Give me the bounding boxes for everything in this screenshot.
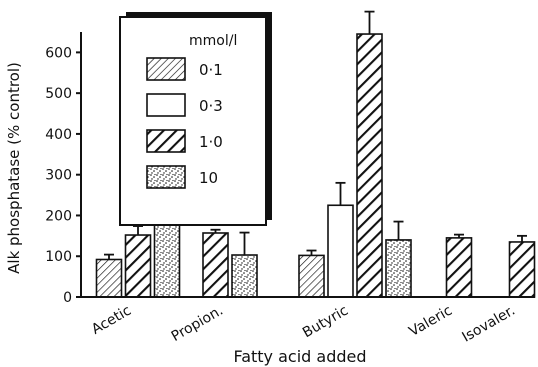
bar-propion-10 <box>202 232 229 298</box>
y-tick-label-100: 100 <box>45 249 72 265</box>
legend-label-2: 1·0 <box>199 133 223 151</box>
bar-acetic-10 <box>153 222 181 298</box>
category-label-2: Butyric <box>300 303 351 342</box>
y-tick-label-500: 500 <box>45 86 72 102</box>
category-label-4: Isovaler. <box>460 303 518 346</box>
x-axis-categories: Acetic Propion. Butyric Valeric Isovaler. <box>89 303 518 346</box>
legend: mmol/l 0·1 0·3 1·0 10 <box>119 12 272 226</box>
bar-isovaler-10 <box>508 241 536 298</box>
y-tick-label-400: 400 <box>45 127 72 143</box>
legend-box <box>119 16 267 226</box>
y-axis-label: Alk phosphatase (% control) <box>5 62 23 274</box>
bar-valeric-10 <box>445 237 473 298</box>
legend-swatch-3 <box>146 165 186 189</box>
legend-title: mmol/l <box>189 33 237 49</box>
legend-label-0: 0·1 <box>199 61 223 79</box>
x-axis-label: Fatty acid added <box>233 347 366 366</box>
bar-butyric-01 <box>298 254 325 298</box>
y-axis: 0 100 200 300 400 500 600 <box>45 45 81 306</box>
y-tick-label-200: 200 <box>45 208 72 224</box>
y-tick-label-300: 300 <box>45 168 72 184</box>
category-label-0: Acetic <box>89 303 134 338</box>
bar-propion-10 <box>231 254 258 298</box>
legend-swatch-0 <box>146 57 186 81</box>
bar-butyric-03 <box>327 204 354 298</box>
legend-label-1: 0·3 <box>199 97 223 115</box>
bar-butyric-10 <box>356 33 383 298</box>
legend-label-3: 10 <box>199 169 218 187</box>
bar-butyric-10 <box>385 239 412 298</box>
bar-acetic-10 <box>124 234 152 298</box>
y-tick-label-600: 600 <box>45 45 72 61</box>
y-tick-label-0: 0 <box>63 290 72 306</box>
bar-acetic-01 <box>95 258 123 298</box>
legend-swatch-2 <box>146 129 186 153</box>
category-label-3: Valeric <box>406 303 455 340</box>
legend-swatch-1 <box>146 93 186 117</box>
category-label-1: Propion. <box>169 303 226 345</box>
